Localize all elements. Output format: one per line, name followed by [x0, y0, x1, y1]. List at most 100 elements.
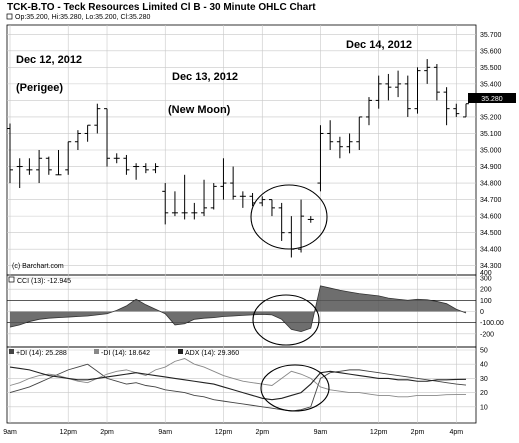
- cci-line: [9, 285, 467, 333]
- ohlc-bar: [181, 174, 188, 220]
- dmi-tick-label: 50: [480, 348, 488, 355]
- ohlc-bar: [152, 163, 159, 174]
- dmi-legend-label: ADX (14): 29.360: [185, 350, 239, 357]
- dmi-legend-label: -DI (14): 18.642: [101, 350, 150, 357]
- annotation-dec12: Dec 12, 2012: [16, 54, 82, 66]
- ohlc-bar: [395, 70, 402, 98]
- ohlc-legend-icon: [6, 13, 13, 20]
- ohlc-bar: [317, 125, 324, 192]
- cci-area: [10, 285, 466, 332]
- ohlc-bar: [113, 153, 120, 164]
- price-tick-label: 35.000: [480, 148, 502, 155]
- price-bars: [7, 59, 469, 258]
- ohlc-bar: [201, 179, 208, 217]
- annotation-new-moon: (New Moon): [168, 104, 231, 116]
- ohlc-readout: Op:35.200, Hi:35.280, Lo:35.200, Cl:35.2…: [15, 14, 151, 21]
- price-tick-label: 35.200: [480, 114, 502, 121]
- dmi-line-1: [9, 358, 467, 398]
- x-tick-label: 9am: [314, 429, 328, 436]
- ohlc-bar: [84, 124, 91, 142]
- x-tick-label: 2pm: [411, 429, 425, 436]
- dmi-tick-label: 20: [480, 390, 488, 397]
- cci-tick-label: 0: [480, 309, 484, 316]
- cci-tick-label: 100: [480, 298, 492, 305]
- ohlc-bar: [104, 108, 111, 167]
- ohlc-bar: [336, 136, 343, 159]
- last-price-label: 35.280: [481, 96, 503, 103]
- ohlc-bar: [327, 120, 334, 150]
- ohlc-bar: [26, 158, 33, 175]
- annotation-dec14: Dec 14, 2012: [346, 39, 412, 51]
- cci-tick-label: -100.00: [480, 320, 504, 327]
- ohlc-bar: [433, 64, 440, 101]
- ohlc-bar: [453, 103, 460, 117]
- ohlc-bar: [191, 202, 198, 220]
- ohlc-bar: [268, 199, 275, 217]
- price-tick-label: 35.600: [480, 48, 502, 55]
- x-tick-label: 9am: [3, 429, 17, 436]
- x-tick-label: 12pm: [215, 429, 233, 436]
- dmi-line-0: [9, 363, 467, 412]
- ohlc-bar: [463, 103, 469, 118]
- dmi-tick-label: 40: [480, 362, 488, 369]
- ohlc-bar: [45, 156, 52, 175]
- x-tick-label: 4pm: [449, 429, 463, 436]
- ohlc-bar: [239, 191, 246, 208]
- last-price-tag: [468, 93, 516, 103]
- dmi-series: [9, 358, 467, 412]
- ohlc-bar: [307, 216, 314, 223]
- dmi-tick-label: 10: [480, 404, 488, 411]
- ohlc-bar: [133, 163, 140, 180]
- ohlc-bar: [278, 202, 285, 241]
- ohlc-bar: [16, 158, 23, 189]
- annotation-perigee: (Perigee): [16, 82, 63, 94]
- highlight-circle-price: [250, 184, 328, 250]
- watermark: (c) Barchart.com: [12, 263, 64, 270]
- ohlc-bar: [443, 87, 450, 126]
- ohlc-bar: [142, 163, 149, 174]
- cci-tick-label: 300: [480, 276, 492, 283]
- x-tick-label: 2pm: [255, 429, 269, 436]
- ohlc-bar: [36, 150, 43, 184]
- ohlc-bar: [55, 150, 62, 176]
- price-tick-label: 35.700: [480, 32, 502, 39]
- cci-series: [9, 285, 467, 333]
- ohlc-bar: [356, 116, 363, 150]
- dmi-legend-icon: [178, 349, 183, 354]
- x-tick-label: 9am: [158, 429, 172, 436]
- chart-title: TCK-B.TO - Teck Resources Limited Cl B -…: [7, 2, 316, 13]
- dmi-legend-icon: [9, 349, 14, 354]
- ohlc-bar: [65, 141, 72, 175]
- price-tick-label: 34.400: [480, 247, 502, 254]
- price-tick-label: 34.800: [480, 181, 502, 188]
- cci-title: CCI (13): -12.945: [17, 278, 71, 285]
- price-tick-label: 34.300: [480, 263, 502, 270]
- ohlc-bar: [414, 67, 421, 114]
- x-tick-label: 12pm: [370, 429, 388, 436]
- ohlc-bar: [346, 133, 353, 154]
- cci-tick-label: -200: [480, 331, 494, 338]
- x-tick-label: 2pm: [100, 429, 114, 436]
- price-tick-label: 34.600: [480, 214, 502, 221]
- x-tick-label: 12pm: [59, 429, 77, 436]
- price-tick-label: 35.400: [480, 81, 502, 88]
- price-tick-label: 34.900: [480, 164, 502, 171]
- highlight-circle-cci: [252, 294, 320, 346]
- cci-tick-label: 200: [480, 287, 492, 294]
- ohlc-bar: [404, 75, 411, 117]
- ohlc-bar: [230, 166, 237, 200]
- price-tick-label: 400: [480, 270, 492, 277]
- dmi-panel-frame: [6, 346, 477, 424]
- ohlc-bar: [298, 199, 305, 253]
- ohlc-bar: [424, 59, 431, 84]
- ohlc-bar: [94, 103, 101, 134]
- price-tick-label: 34.500: [480, 230, 502, 237]
- price-tick-label: 35.500: [480, 65, 502, 72]
- dmi-line-2: [9, 366, 467, 401]
- ohlc-bar: [365, 97, 372, 126]
- dmi-legend-icon: [94, 349, 99, 354]
- ohlc-bar: [259, 196, 266, 207]
- ohlc-bar: [7, 123, 13, 184]
